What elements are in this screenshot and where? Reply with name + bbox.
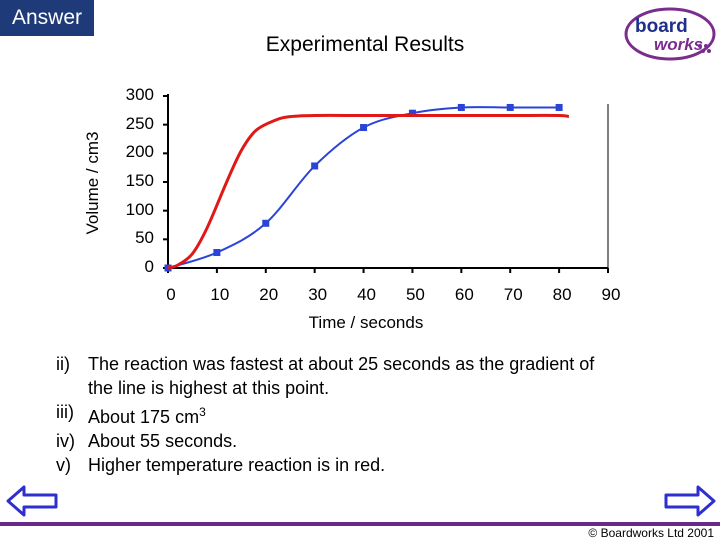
answer-text-main: About 175 cm	[88, 407, 200, 427]
x-tick-label: 50	[405, 285, 425, 304]
y-tick-label: 50	[135, 228, 154, 248]
answer-number: iv)	[56, 431, 75, 451]
answer-item: iv) About 55 seconds.	[56, 429, 594, 453]
answer-text: About 55 seconds.	[88, 431, 238, 451]
x-tick-label: 90	[601, 285, 621, 304]
data-point-marker	[213, 249, 221, 257]
logo-word-board: board	[635, 16, 688, 37]
data-point-marker	[408, 109, 416, 117]
answer-text: Higher temperature reaction is in red.	[88, 455, 386, 475]
x-tick-label: 0	[166, 285, 176, 304]
answer-text: About 175 cm3	[88, 400, 206, 429]
series-line-blue	[167, 106, 560, 269]
chart-title: Experimental Results	[265, 33, 465, 56]
superscript: 3	[199, 405, 206, 419]
x-tick-label: 40	[357, 285, 377, 304]
next-arrow-button[interactable]	[664, 484, 716, 518]
footer-bar	[0, 522, 720, 526]
answer-text: The reaction was fastest at about 25 sec…	[88, 354, 595, 374]
data-point-marker	[311, 162, 319, 170]
answer-number: v)	[56, 455, 71, 475]
copyright-text: © Boardworks Ltd 2001	[588, 526, 714, 540]
boardworks-logo: board works	[624, 7, 716, 61]
answer-list: ii) The reaction was fastest at about 25…	[56, 352, 594, 477]
y-tick-label: 200	[125, 142, 154, 162]
x-tick-label: 10	[210, 285, 230, 304]
previous-arrow-button[interactable]	[6, 484, 58, 518]
y-tick-label: 100	[125, 199, 154, 219]
answer-item: ii) The reaction was fastest at about 25…	[56, 352, 594, 376]
x-tick-label: 30	[308, 285, 328, 304]
x-axis-label: Time / seconds	[308, 313, 424, 332]
data-point-marker	[457, 103, 465, 111]
answer-item: iii) About 175 cm3	[56, 400, 594, 429]
data-point-marker	[262, 219, 270, 227]
left-arrow-icon	[6, 485, 58, 517]
y-tick-label: 250	[125, 113, 154, 133]
right-arrow-icon	[664, 485, 716, 517]
data-point-marker	[506, 103, 514, 111]
logo-word-works: works	[654, 35, 703, 54]
series-line-red	[167, 113, 570, 270]
answer-item-continued: the line is highest at this point.	[56, 376, 594, 400]
x-tick-label: 60	[454, 285, 474, 304]
y-tick-label: 150	[125, 171, 154, 190]
answer-tab: Answer	[0, 0, 94, 36]
data-point-marker	[555, 103, 563, 111]
y-tick-label: 300	[125, 85, 154, 104]
answer-number: iii)	[56, 402, 74, 422]
answer-item: v) Higher temperature reaction is in red…	[56, 453, 594, 477]
answer-number: ii)	[56, 354, 70, 374]
y-tick-label: 0	[144, 257, 154, 276]
answer-text: the line is highest at this point.	[88, 378, 330, 398]
x-tick-label: 20	[259, 285, 279, 304]
data-point-marker	[360, 124, 368, 132]
x-tick-label: 70	[503, 285, 523, 304]
x-tick-label: 80	[552, 285, 572, 304]
